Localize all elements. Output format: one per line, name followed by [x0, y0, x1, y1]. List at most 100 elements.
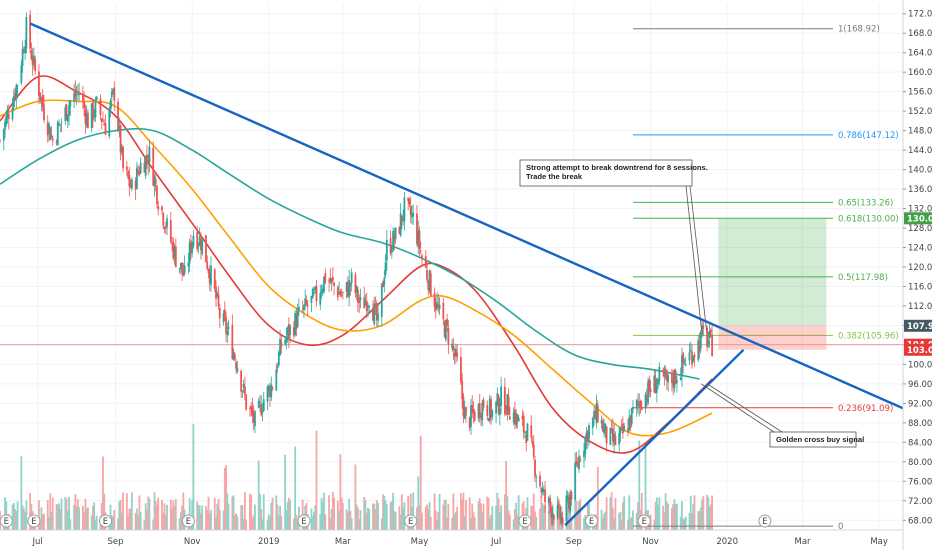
candle-body [276, 366, 279, 369]
volume-bar [201, 505, 204, 530]
candle-body [12, 96, 15, 108]
note-box[interactable] [519, 159, 693, 187]
candle-body [359, 297, 362, 301]
price-tag-bg [904, 343, 932, 356]
candle-body [583, 450, 585, 458]
candle-body [711, 334, 714, 357]
candle-body [672, 379, 675, 387]
candle-body [270, 384, 273, 398]
candle-body [296, 311, 299, 327]
time-axis[interactable]: Jul Sep Nov 2019 Mar May Jul Sep Nov 2020 Mar May [0, 529, 903, 547]
price-axis[interactable]: 68.00 72.00 76.00 80.00 84.00 88.00 92.00 96.00… [902, 0, 932, 550]
candle-body [691, 351, 693, 365]
volume-bar [174, 498, 177, 530]
earnings-marker[interactable] [297, 514, 311, 528]
volume-bar [254, 504, 256, 530]
candle-body [305, 300, 308, 305]
candle-body [463, 408, 466, 419]
volume-bar [689, 495, 692, 530]
candle-body [113, 87, 116, 101]
earnings-marker[interactable] [181, 514, 195, 528]
volume-bar [252, 515, 255, 530]
candle-body [452, 345, 455, 351]
earnings-marker[interactable] [518, 514, 532, 528]
earnings-marker[interactable] [758, 514, 772, 528]
earnings-marker[interactable] [637, 514, 651, 528]
volume-bar [698, 510, 701, 530]
candle-body [14, 92, 16, 99]
candle-body [681, 355, 683, 377]
candle-body [605, 426, 608, 444]
fibonacci-retracement[interactable]: 1(168.92) 0.786(147.12) 0.65(133.26) 0.618(… [633, 25, 899, 532]
candle-body [535, 477, 538, 479]
candle-body [191, 242, 194, 253]
volume-bar [480, 503, 482, 530]
fib-level-label: 0.786(147.12) [838, 131, 899, 141]
candle-body [398, 227, 401, 234]
time-tick-label: Jul [490, 537, 501, 547]
candle-body [321, 288, 324, 294]
candle-body [119, 125, 122, 153]
candle-body [94, 100, 97, 118]
candle-body [24, 47, 27, 54]
volume-bar [233, 515, 236, 530]
candle-body [364, 301, 367, 306]
volume-bar [383, 496, 386, 530]
candle-body [182, 271, 185, 276]
price-tick-label: 124.00 [908, 244, 932, 254]
volume-bar [125, 493, 128, 530]
volume-bar [251, 518, 254, 530]
volume-bar [534, 511, 536, 530]
fib-level-label: 0.5(117.98) [838, 273, 888, 283]
earnings-marker[interactable] [404, 514, 418, 528]
candle-body [490, 399, 492, 418]
candle-body [595, 403, 598, 423]
volume-bar [15, 511, 18, 530]
candle-body [505, 412, 508, 415]
candle-body [129, 183, 132, 188]
candle-body [4, 121, 6, 130]
candle-body [227, 327, 230, 330]
candle-body [48, 123, 50, 133]
earnings-marker[interactable] [0, 514, 13, 528]
candle-body [534, 459, 536, 477]
candle-body [658, 366, 661, 381]
earnings-marker[interactable] [98, 514, 112, 528]
candle-body [377, 313, 379, 321]
candle-body [260, 404, 263, 416]
volume-bar [46, 500, 49, 530]
volume-bar [200, 513, 202, 530]
candle-body [544, 489, 546, 503]
volume-bar [443, 500, 446, 530]
fib-level-label: 0.65(133.26) [838, 198, 893, 208]
long-position-tool[interactable] [718, 218, 827, 350]
candle-body [629, 415, 632, 427]
callout-notes[interactable]: Strong attempt to break downtrend for 8 … [519, 159, 864, 448]
candle-body [120, 147, 123, 152]
trendlines[interactable] [29, 22, 904, 526]
volume-bar [296, 519, 299, 530]
volume-bar [640, 492, 643, 530]
candle-body [84, 109, 87, 124]
volume-bar [43, 513, 45, 530]
earnings-marker[interactable] [585, 514, 599, 528]
volume-bar [609, 497, 612, 530]
candle-body [384, 262, 387, 276]
volume-bar [135, 508, 138, 530]
earnings-marker[interactable] [27, 514, 41, 528]
volume-bar [549, 502, 551, 530]
candle-body [280, 341, 283, 347]
candle-body [383, 277, 386, 286]
volume-bar [399, 514, 402, 530]
volume-bar [451, 517, 454, 530]
volume-bar [236, 516, 239, 530]
volume-bar [421, 512, 423, 530]
candle-body [104, 123, 107, 135]
candle-body [164, 226, 167, 229]
candle-body [516, 414, 519, 422]
note-box[interactable] [769, 431, 857, 448]
fib-level-label: 0 [838, 522, 843, 532]
earnings-marker-label: E [103, 517, 108, 527]
